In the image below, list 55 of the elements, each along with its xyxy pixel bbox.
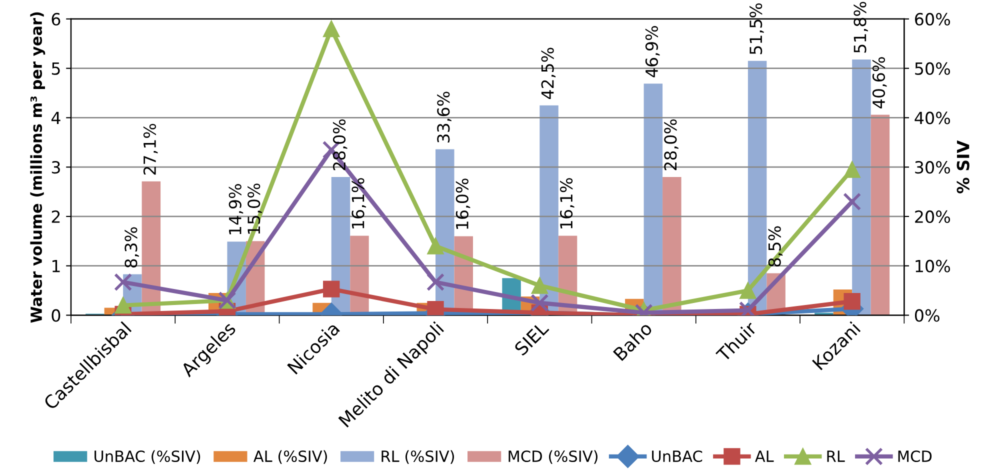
- point: [323, 280, 340, 298]
- point: [530, 294, 549, 312]
- y2-tick-label: 20%: [915, 210, 950, 224]
- y-tick-label: 4: [51, 112, 60, 124]
- y2-tick-label: 60%: [915, 12, 950, 26]
- legend-label: AL: [754, 450, 774, 462]
- point: [427, 300, 444, 316]
- point: [323, 20, 340, 38]
- x-tick-label: SIEL: [514, 320, 550, 356]
- point: [114, 273, 132, 292]
- data-label: 14,9%: [228, 184, 244, 234]
- legend-label: MCD: [898, 450, 932, 462]
- point: [843, 192, 862, 211]
- data-label: 51,5%: [750, 3, 764, 54]
- data-label: 33,6%: [437, 92, 452, 142]
- data-label: 8,5%: [768, 226, 783, 267]
- y2-tick-label: 0%: [914, 309, 940, 322]
- y2-tick-label: 10%: [916, 260, 950, 272]
- y-tick-label: 5: [52, 62, 60, 75]
- point: [844, 293, 860, 310]
- legend-label: UnBAC (%SIV): [94, 450, 200, 464]
- data-label: 42,5%: [541, 48, 556, 99]
- point: [114, 297, 132, 314]
- y2-tick-label: 50%: [915, 62, 950, 75]
- y2-tick-label: 30%: [915, 161, 950, 174]
- point: [740, 282, 756, 299]
- point: [426, 273, 445, 292]
- y2-axis-title: % SIV: [956, 140, 970, 194]
- data-label: 28,0%: [664, 119, 678, 170]
- data-label: 27,1%: [143, 124, 158, 175]
- y-axis-title: Water volume (millions m³ per year): [30, 12, 46, 323]
- legend-label: MCD (%SIV): [508, 450, 598, 464]
- legend-label: AL (%SIV): [253, 450, 327, 464]
- data-label: 15,0%: [248, 184, 262, 234]
- legend-label: RL (%SIV): [382, 450, 454, 464]
- data-label: 46,9%: [645, 26, 660, 78]
- point: [531, 277, 548, 294]
- y-tick-label: 3: [52, 161, 60, 174]
- y-tick-label: 1: [52, 260, 60, 272]
- y-tick-label: 0: [52, 309, 60, 322]
- data-label: 16,1%: [352, 178, 366, 228]
- y-tick-label: 6: [52, 12, 60, 26]
- point: [427, 238, 444, 254]
- data-label: 51,8%: [854, 2, 868, 53]
- data-label: 16,0%: [456, 178, 470, 229]
- legend-label: UnBAC: [652, 450, 702, 462]
- y-tick-label: 2: [52, 210, 60, 223]
- data-label: 8,3%: [124, 227, 139, 268]
- data-label: 40,6%: [872, 57, 887, 108]
- y2-tick-label: 40%: [914, 112, 950, 124]
- data-label: 16,1%: [560, 178, 574, 228]
- legend-label: RL: [827, 450, 845, 462]
- bar: [870, 114, 890, 316]
- point: [844, 161, 860, 178]
- data-label: 28,0%: [332, 119, 348, 170]
